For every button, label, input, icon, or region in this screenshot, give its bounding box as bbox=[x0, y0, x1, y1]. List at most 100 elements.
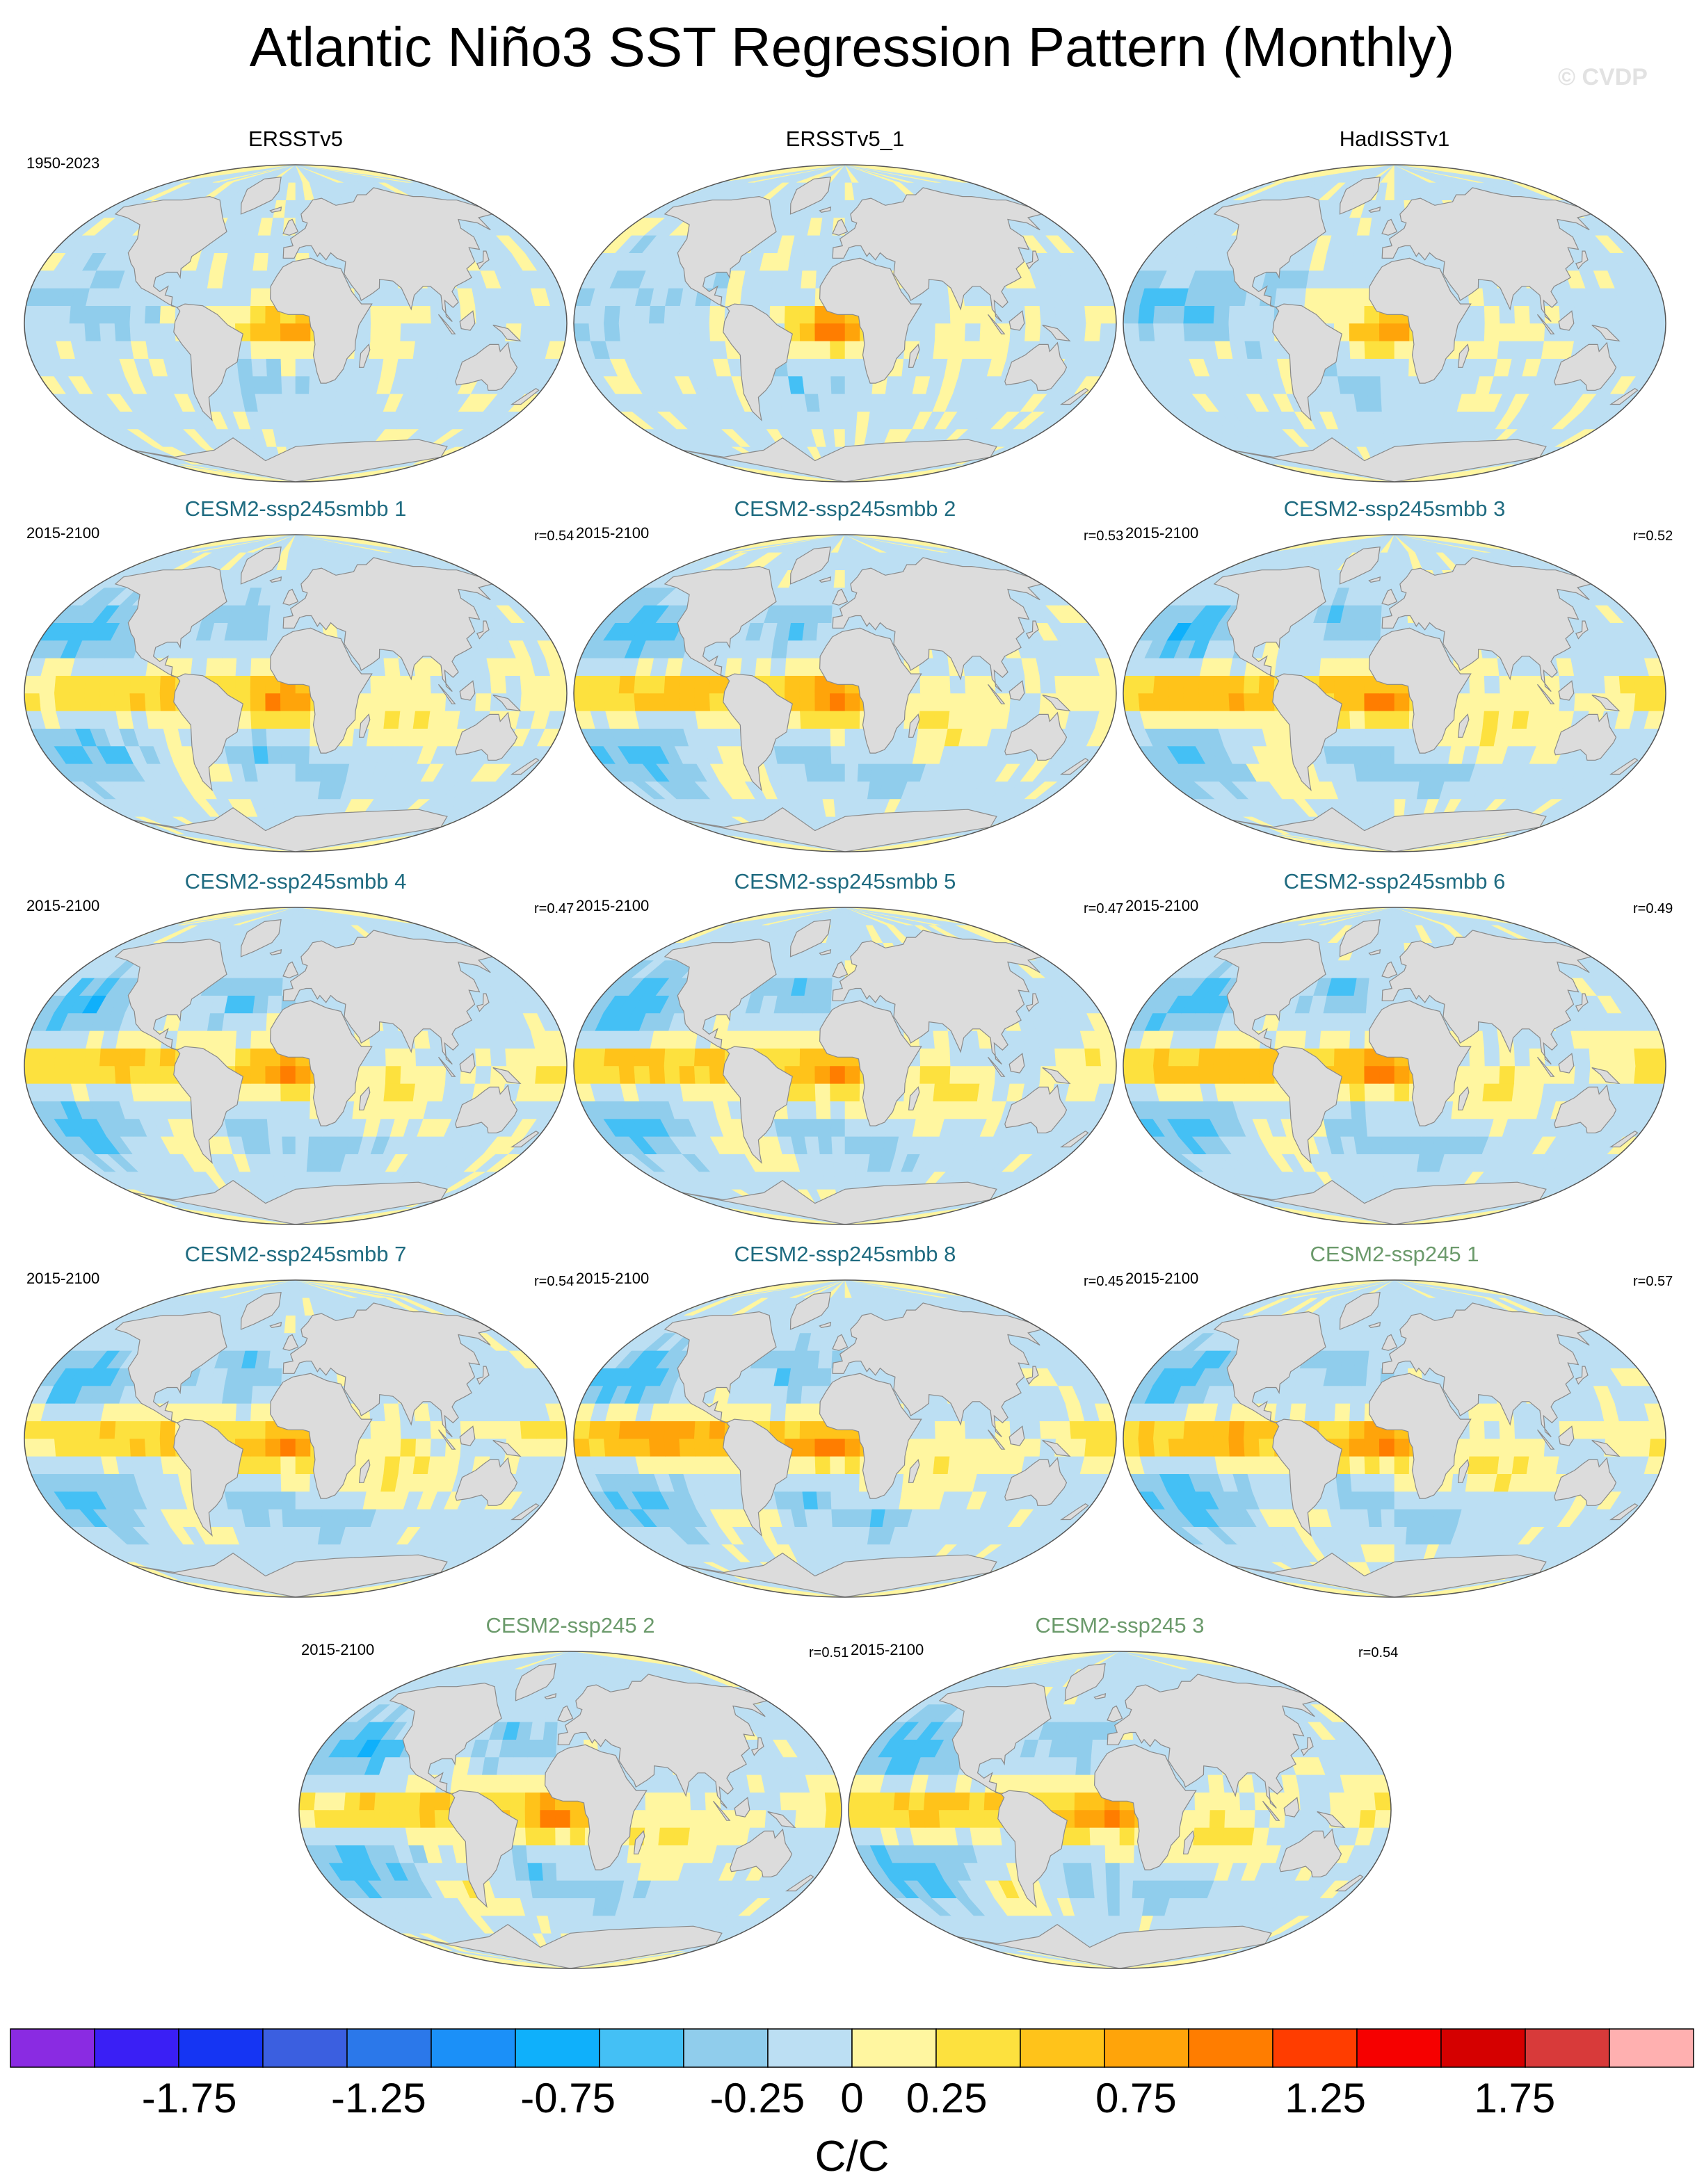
sst-regression-map bbox=[1123, 907, 1666, 1225]
ocean-field bbox=[574, 165, 1116, 482]
panel-title: CESM2-ssp245smbb 6 bbox=[1283, 869, 1506, 893]
land-masses bbox=[114, 1292, 540, 1597]
panel-hadisstv1: HadISSTv1 bbox=[1120, 125, 1669, 487]
map-border bbox=[573, 164, 1117, 483]
sst-regression-map bbox=[24, 164, 568, 483]
panel-title: ERSSTv5_1 bbox=[785, 127, 905, 151]
colorbar-tick-label: 1.25 bbox=[1285, 2075, 1366, 2121]
panel-title: CESM2-ssp245smbb 3 bbox=[1283, 496, 1506, 521]
panel-correlation: r=0.47 bbox=[1084, 901, 1124, 916]
sst-regression-map bbox=[573, 907, 1117, 1225]
sst-regression-map bbox=[1123, 1279, 1666, 1598]
colorbar-box bbox=[1020, 2028, 1105, 2068]
panel-smbb-1: CESM2-ssp245smbb 1 2015-2100 r=0.54 bbox=[21, 495, 574, 857]
colorbar-box bbox=[346, 2028, 432, 2068]
panel-correlation: r=0.52 bbox=[1633, 528, 1673, 544]
colorbar-tick-labels: -1.75 -1.25 -0.75 -0.25 0 0.25 0.75 1.25 1.75 bbox=[142, 2075, 1556, 2121]
panel-smbb-4: CESM2-ssp245smbb 4 2015-2100 r=0.47 bbox=[21, 868, 574, 1229]
panel-title: CESM2-ssp245smbb 4 bbox=[184, 869, 407, 893]
panel-correlation: r=0.45 bbox=[1084, 1274, 1124, 1289]
land-masses bbox=[114, 919, 540, 1224]
land-masses bbox=[114, 177, 540, 482]
map-border bbox=[24, 1279, 568, 1598]
colorbar-tick-label: -0.25 bbox=[709, 2075, 805, 2121]
map-border bbox=[573, 1279, 1117, 1598]
colorbar-box bbox=[1356, 2028, 1442, 2068]
panel-ssp245-3: CESM2-ssp245 3 2015-2100 r=0.54 bbox=[845, 1612, 1398, 1973]
colorbar-box bbox=[94, 2028, 179, 2068]
ocean-field bbox=[574, 535, 1116, 852]
colorbar-box bbox=[1609, 2028, 1694, 2068]
land-masses bbox=[1213, 547, 1639, 852]
land-masses bbox=[389, 1663, 814, 1968]
colorbar-box bbox=[1272, 2028, 1358, 2068]
panel-ssp245-1: CESM2-ssp245 1 2015-2100 r=0.57 bbox=[1120, 1240, 1673, 1602]
colorbar-box bbox=[935, 2028, 1021, 2068]
land-masses bbox=[1213, 177, 1639, 482]
map-border bbox=[573, 534, 1117, 852]
panel-ersstv5-1: ERSSTv5_1 bbox=[570, 125, 1120, 487]
map-border bbox=[1123, 534, 1666, 852]
panel-title: CESM2-ssp245smbb 7 bbox=[184, 1242, 407, 1266]
land-masses bbox=[664, 177, 1089, 482]
panel-period: 2015-2100 bbox=[26, 1270, 100, 1287]
panel-title: CESM2-ssp245smbb 1 bbox=[184, 496, 407, 521]
panel-period: 2015-2100 bbox=[301, 1641, 375, 1658]
panel-period: 2015-2100 bbox=[1125, 524, 1199, 542]
panel-smbb-3: CESM2-ssp245smbb 3 2015-2100 r=0.52 bbox=[1120, 495, 1673, 857]
land-masses bbox=[664, 1292, 1089, 1597]
ocean-field bbox=[24, 165, 567, 482]
colorbar: -1.75 -1.25 -0.75 -0.25 0 0.25 0.75 1.25 1.75 C/… bbox=[10, 2028, 1694, 2181]
ocean-field bbox=[1123, 165, 1666, 482]
land-masses bbox=[1213, 1292, 1639, 1597]
colorbar-tick-label: -1.75 bbox=[142, 2075, 237, 2121]
land-masses bbox=[664, 547, 1089, 852]
panel-title: CESM2-ssp245smbb 8 bbox=[734, 1242, 956, 1266]
panel-correlation: r=0.53 bbox=[1084, 528, 1124, 544]
panel-ssp245-2: CESM2-ssp245 2 2015-2100 r=0.51 bbox=[296, 1612, 849, 1973]
panel-period: 2015-2100 bbox=[1125, 897, 1199, 914]
map-border bbox=[24, 907, 568, 1225]
ocean-field bbox=[574, 907, 1116, 1224]
land-masses bbox=[114, 547, 540, 852]
colorbar-tick-label: -0.75 bbox=[520, 2075, 616, 2121]
panel-title: CESM2-ssp245smbb 2 bbox=[734, 496, 956, 521]
colorbar-box bbox=[515, 2028, 600, 2068]
panel-correlation: r=0.51 bbox=[809, 1645, 849, 1660]
sst-regression-map bbox=[298, 1651, 842, 1969]
panel-period: 2015-2100 bbox=[851, 1641, 924, 1658]
colorbar-box bbox=[10, 2028, 95, 2068]
sst-regression-map bbox=[848, 1651, 1392, 1969]
panel-title: CESM2-ssp245smbb 5 bbox=[734, 869, 956, 893]
ocean-field bbox=[849, 1651, 1391, 1968]
panel-period: 2015-2100 bbox=[26, 524, 100, 542]
colorbar-tick-label: 0.25 bbox=[906, 2075, 988, 2121]
sst-regression-map bbox=[1123, 534, 1666, 852]
panel-title: ERSSTv5 bbox=[248, 127, 344, 151]
colorbar-box bbox=[262, 2028, 348, 2068]
copyright-watermark: © CVDP bbox=[1558, 64, 1648, 90]
colorbar-box bbox=[431, 2028, 516, 2068]
colorbar-box bbox=[1440, 2028, 1526, 2068]
panel-period: 1950-2023 bbox=[26, 154, 100, 172]
colorbar-box bbox=[1188, 2028, 1273, 2068]
ocean-field bbox=[1123, 907, 1666, 1224]
panel-title: CESM2-ssp245 2 bbox=[485, 1613, 655, 1637]
panel-period: 2015-2100 bbox=[1125, 1270, 1199, 1287]
panel-correlation: r=0.57 bbox=[1633, 1274, 1673, 1289]
ocean-field bbox=[1123, 535, 1666, 852]
map-border bbox=[24, 164, 568, 483]
ocean-field bbox=[299, 1651, 842, 1968]
panel-smbb-6: CESM2-ssp245smbb 6 2015-2100 r=0.49 bbox=[1120, 868, 1673, 1229]
map-border bbox=[1123, 164, 1666, 483]
ocean-field bbox=[574, 1280, 1116, 1597]
panel-period: 2015-2100 bbox=[576, 524, 650, 542]
colorbar-box bbox=[851, 2028, 937, 2068]
map-border bbox=[24, 534, 568, 852]
panel-correlation: r=0.54 bbox=[534, 1274, 574, 1289]
panel-title: CESM2-ssp245 1 bbox=[1310, 1242, 1479, 1266]
figure-title: Atlantic Niño3 SST Regression Pattern (M… bbox=[249, 16, 1455, 78]
panel-correlation: r=0.54 bbox=[1358, 1645, 1399, 1660]
ocean-field bbox=[1123, 1280, 1666, 1597]
land-masses bbox=[938, 1663, 1364, 1968]
